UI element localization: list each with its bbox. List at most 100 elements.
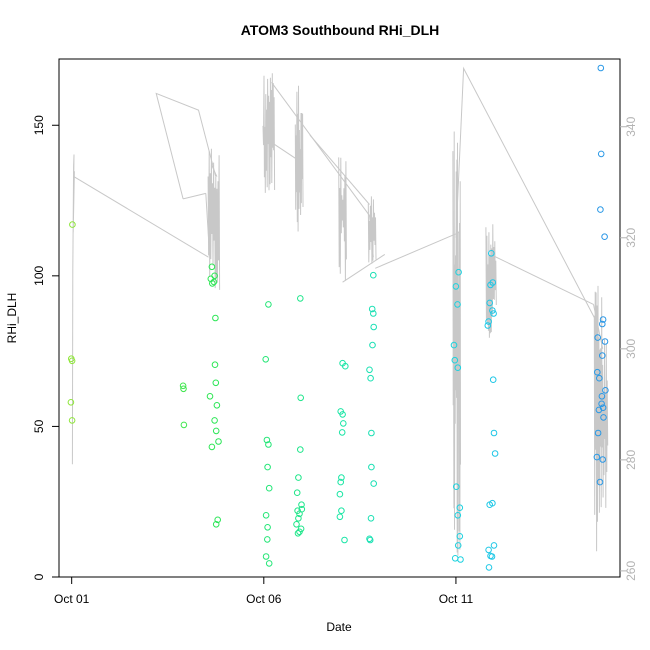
data-point [601, 233, 608, 240]
series-line [271, 82, 370, 216]
series-line-burst [338, 157, 347, 281]
data-point [68, 357, 76, 365]
data-point [262, 356, 270, 363]
data-point [455, 268, 462, 276]
x-tick-label: Oct 06 [246, 592, 282, 606]
data-point [489, 307, 496, 314]
data-point [602, 387, 609, 394]
data-point [179, 382, 187, 390]
data-point [593, 453, 601, 461]
series-line [73, 176, 209, 258]
data-point [487, 281, 494, 289]
data-point [211, 417, 218, 424]
right-axis: 260 280 300 320 340 [620, 116, 638, 581]
data-point [265, 301, 272, 308]
series-line-burst [485, 224, 497, 338]
series-line-burst [207, 148, 221, 290]
series-line [155, 92, 217, 200]
data-point [336, 513, 344, 521]
series-line [182, 192, 206, 200]
x-axis-label: Date [326, 620, 352, 634]
data-point [452, 283, 460, 290]
data-point [264, 524, 271, 531]
data-point [599, 316, 607, 323]
y-axis-label: RHi_DLH [5, 293, 19, 344]
data-point [454, 542, 462, 549]
data-point [208, 443, 216, 451]
data-point [295, 474, 302, 481]
plot-frame [58, 58, 621, 578]
data-point [485, 546, 492, 554]
data-point [485, 318, 492, 325]
data-point [368, 305, 376, 313]
data-point [295, 515, 302, 522]
series-line [490, 253, 594, 305]
data-point [298, 501, 305, 509]
point-layer [67, 64, 609, 571]
data-point [263, 436, 271, 444]
data-point [68, 417, 76, 424]
data-point [599, 352, 606, 359]
series-line-burst [367, 196, 377, 264]
data-point [594, 429, 602, 437]
data-point [211, 361, 219, 369]
data-point [490, 310, 497, 317]
data-point [366, 366, 373, 374]
data-point [265, 560, 273, 567]
data-point [457, 556, 464, 563]
data-point [297, 446, 304, 453]
data-point [486, 299, 494, 307]
data-point [212, 521, 220, 528]
data-point [366, 536, 374, 544]
y2-tick-label: 320 [624, 227, 638, 247]
data-point [212, 427, 220, 435]
data-point [212, 314, 219, 322]
data-point [211, 272, 218, 280]
data-point [451, 555, 459, 562]
series-line [309, 134, 370, 205]
data-point [454, 301, 461, 308]
x-axis: Oct 01 Oct 06 Oct 11 [54, 577, 473, 606]
data-point [298, 505, 306, 513]
data-point [67, 399, 75, 406]
data-point [370, 323, 378, 331]
data-point [597, 150, 605, 158]
data-point [213, 402, 221, 409]
data-point [214, 516, 221, 524]
data-point [368, 463, 375, 471]
x-tick-label: Oct 01 [54, 592, 90, 606]
series-line-burst [593, 285, 609, 552]
data-point [336, 490, 344, 498]
data-point [489, 376, 497, 384]
data-point [210, 278, 218, 286]
data-point [597, 206, 604, 213]
left-axis: 0 50 100 150 [32, 115, 59, 580]
data-point [594, 334, 602, 341]
data-point [598, 393, 606, 400]
data-point [597, 64, 605, 72]
data-point [180, 385, 187, 393]
data-point [491, 450, 499, 457]
data-point [451, 356, 459, 364]
y2-tick-label: 300 [624, 338, 638, 358]
data-point [596, 374, 603, 382]
data-point [370, 310, 377, 317]
data-point [488, 553, 496, 560]
y-tick-label: 50 [32, 419, 46, 433]
data-point [341, 536, 348, 544]
data-point [265, 441, 272, 448]
data-point [599, 320, 606, 328]
data-point [293, 489, 301, 497]
data-point [264, 463, 271, 471]
y2-tick-label: 280 [624, 450, 638, 470]
data-point [209, 280, 216, 287]
series-line-burst [262, 73, 276, 193]
data-point [598, 400, 605, 408]
data-point [601, 338, 609, 345]
series-line [211, 165, 218, 177]
data-point [594, 368, 601, 376]
data-point [264, 536, 271, 543]
data-point [338, 507, 345, 515]
data-point [262, 512, 270, 519]
